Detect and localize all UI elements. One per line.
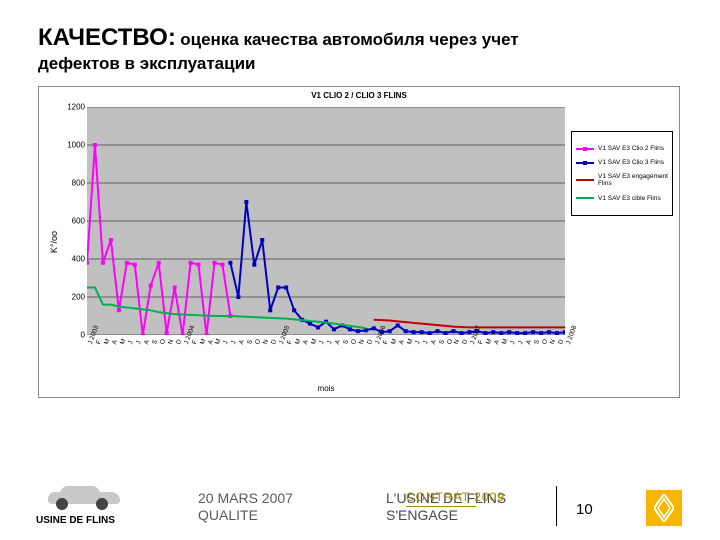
y-tick: 0: [81, 331, 85, 340]
y-tick: 400: [72, 255, 85, 264]
footer-date: 20 MARS 2007: [198, 490, 293, 507]
x-tick: A: [111, 339, 119, 345]
legend-item: V1 SAV E3 Clio 2 Flins: [576, 145, 668, 152]
usine-text: USINE DE FLINS: [36, 515, 115, 526]
x-tick: S: [151, 339, 159, 345]
quality-chart: V1 CLIO 2 / CLIO 3 FLINS K°/oo 0 200 400 60…: [38, 86, 680, 398]
legend-swatch: [576, 148, 594, 150]
x-tick: M: [406, 338, 414, 345]
x-axis-ticks: J 2003FMAMJJASONDJ 2004FMAMJJASONDJ 2005…: [87, 335, 565, 381]
legend-label: V1 SAV E3 Clio 2 Flins: [598, 145, 668, 152]
x-tick: S: [342, 339, 350, 345]
legend-swatch: [576, 197, 594, 199]
x-tick: O: [159, 338, 167, 345]
legend-item: V1 SAV E3 cible Flins: [576, 195, 668, 202]
chart-legend: V1 SAV E3 Clio 2 Flins V1 SAV E3 Clio 3 F…: [571, 131, 673, 216]
y-tick: 1200: [67, 103, 85, 112]
x-tick: S: [438, 339, 446, 345]
x-tick: J: [414, 340, 422, 345]
legend-item: V1 SAV E3 engagement Flins: [576, 173, 668, 187]
x-tick: F: [95, 339, 103, 345]
y-tick: 600: [72, 217, 85, 226]
legend-label: V1 SAV E3 cible Flins: [598, 195, 668, 202]
x-tick: F: [191, 339, 199, 345]
footer-col-1: 20 MARS 2007 QUALITE: [198, 490, 293, 524]
car-icon: [40, 482, 130, 510]
x-tick: A: [334, 339, 342, 345]
x-tick: J: [517, 340, 525, 345]
x-tick: J: [509, 340, 517, 345]
footer-qualite: QUALITE: [198, 507, 293, 524]
legend-item: V1 SAV E3 Clio 3 Flins: [576, 159, 668, 166]
x-tick: J: [422, 340, 430, 345]
x-tick: J: [127, 340, 135, 345]
chart-title: V1 CLIO 2 / CLIO 3 FLINS: [39, 91, 679, 100]
y-tick: 200: [72, 293, 85, 302]
slide-title: КАЧЕСТВО: оценка качества автомобиля чер…: [38, 24, 658, 74]
x-tick: A: [302, 339, 310, 345]
x-tick: M: [119, 338, 127, 345]
y-axis-ticks: 020040060080010001200: [67, 107, 85, 335]
x-tick: J 2008: [565, 325, 578, 346]
x-tick: D: [366, 339, 374, 346]
title-sub-line2: дефектов в эксплуатации: [38, 54, 658, 74]
x-tick: J: [135, 340, 143, 345]
footer-separator: [556, 486, 557, 526]
chart-series: [87, 107, 565, 335]
title-main: КАЧЕСТВО:: [38, 24, 176, 51]
slide-footer: USINE DE FLINS 20 MARS 2007 QUALITE CONT…: [0, 460, 720, 540]
legend-label: V1 SAV E3 Clio 3 Flins: [598, 159, 668, 166]
title-sub-inline: оценка качества автомобиля через учет: [180, 30, 518, 49]
x-tick: D: [557, 339, 565, 346]
chart-plot-area: [87, 107, 565, 335]
x-tick: N: [358, 339, 366, 346]
x-tick: F: [382, 339, 390, 345]
x-tick: A: [398, 339, 406, 345]
x-tick: J: [326, 340, 334, 345]
legend-label: V1 SAV E3 engagement Flins: [598, 173, 668, 187]
x-tick: M: [390, 338, 398, 345]
page-number: 10: [576, 501, 593, 518]
y-tick: 1000: [67, 141, 85, 150]
x-tick: N: [167, 339, 175, 346]
x-tick: M: [103, 338, 111, 345]
contrat-overlay: CONTRAT 2009: [406, 490, 505, 506]
x-tick: A: [430, 339, 438, 345]
y-tick: 800: [72, 179, 85, 188]
x-tick: M: [199, 338, 207, 345]
footer-engage-2: S'ENGAGE: [386, 507, 506, 524]
legend-swatch: [576, 179, 594, 181]
x-tick: A: [143, 339, 151, 345]
x-axis-label: mois: [87, 384, 565, 393]
footer-col-2: CONTRAT 2009 L'USINE DE FLINS S'ENGAGE: [386, 490, 506, 524]
y-axis-label: K°/oo: [49, 231, 59, 253]
renault-logo-icon: [646, 490, 682, 526]
x-tick: J: [318, 340, 326, 345]
x-tick: O: [350, 338, 358, 345]
x-tick: D: [175, 339, 183, 346]
legend-swatch: [576, 162, 594, 164]
